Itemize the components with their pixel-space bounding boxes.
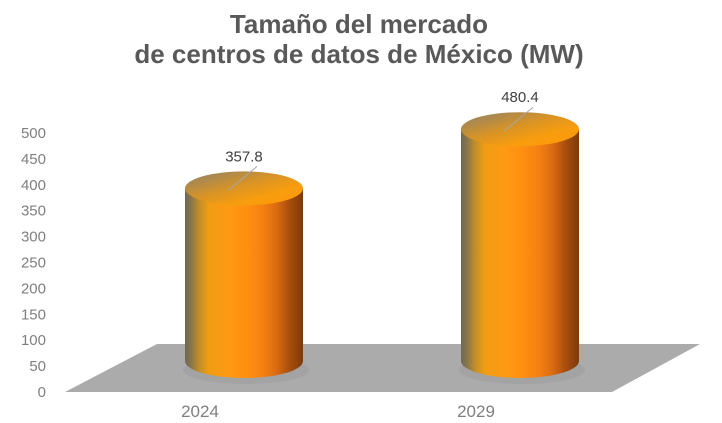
- leader-line-2024: [227, 166, 258, 191]
- x-axis-label-2029: 2029: [457, 402, 495, 421]
- y-axis-tick-100: 100: [21, 332, 46, 349]
- y-axis: 0 50 100 150 200 250 300 350 400 450 500: [21, 125, 46, 401]
- y-axis-tick-450: 450: [21, 151, 46, 168]
- cylinder-bar-2024: [185, 188, 303, 378]
- x-axis-label-2024: 2024: [181, 402, 219, 421]
- value-label-2024: 357.8: [225, 148, 263, 165]
- y-axis-tick-350: 350: [21, 203, 46, 220]
- y-axis-tick-200: 200: [21, 280, 46, 297]
- y-axis-tick-250: 250: [21, 255, 46, 272]
- y-axis-tick-300: 300: [21, 229, 46, 246]
- cylinder-bar-2029: [461, 129, 579, 378]
- y-axis-tick-150: 150: [21, 306, 46, 323]
- y-axis-tick-500: 500: [21, 125, 46, 142]
- y-axis-tick-0: 0: [38, 384, 46, 401]
- y-axis-tick-400: 400: [21, 177, 46, 194]
- y-axis-tick-50: 50: [29, 358, 46, 375]
- chart-title-line2: de centros de datos de México (MW): [134, 39, 583, 69]
- value-label-2029: 480.4: [501, 89, 539, 106]
- cylinder-top-2024: [185, 171, 303, 206]
- cylinder-top-2029: [461, 112, 579, 147]
- leader-line-2029: [503, 106, 534, 132]
- chart-title-line1: Tamaño del mercado: [230, 9, 488, 39]
- plot-area: 357.8 2024 480.4 2029: [65, 89, 700, 421]
- floor-plane: [65, 344, 700, 392]
